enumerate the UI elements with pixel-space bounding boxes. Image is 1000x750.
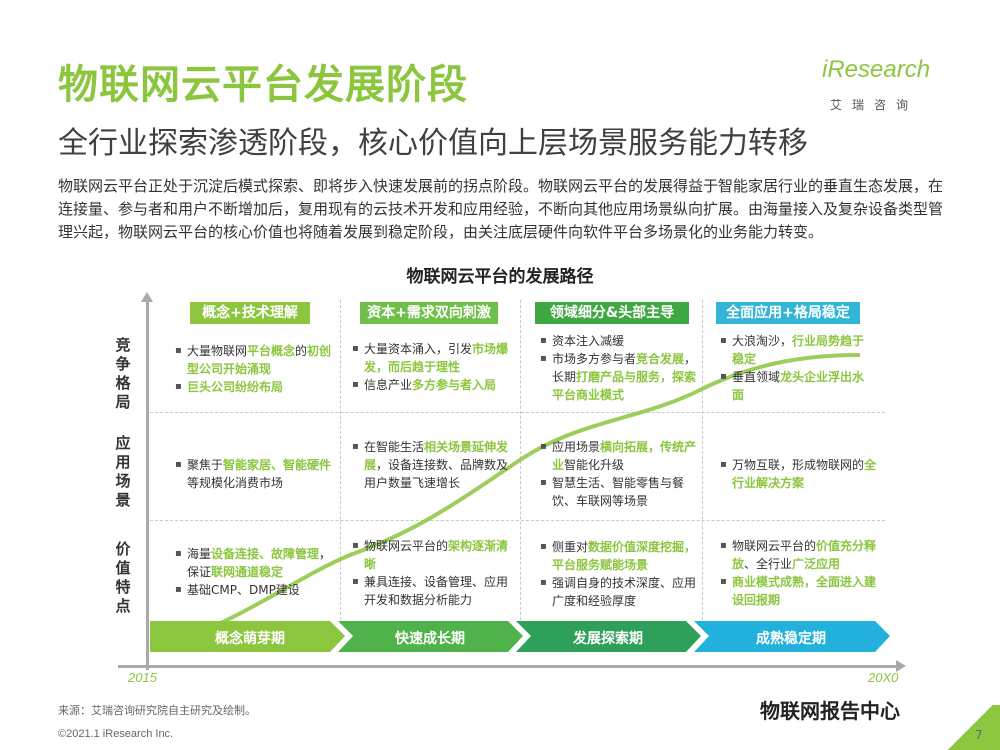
list-item: 应用场景横向拓展，传统产业智能化升级 xyxy=(540,438,700,474)
stage-header-4: 全面应用+格局稳定 xyxy=(716,302,860,324)
list-item: 大量物联网平台概念的初创型公司开始涌现 xyxy=(175,342,335,378)
grid-line xyxy=(340,300,341,620)
iresearch-logo: iResearch 艾瑞咨询 xyxy=(822,56,952,116)
list-item: 资本注入减缓 xyxy=(540,332,700,350)
row-label-scenario: 应用场景 xyxy=(115,434,131,509)
row-label-competition: 竞争格局 xyxy=(115,336,131,411)
cell-s2-scenario: 在智能生活相关场景延伸发展，设备连接数、品牌数及用户数量飞速增长 xyxy=(352,438,512,492)
cell-s2-value: 物联网云平台的架构逐渐清晰 兼具连接、设备管理、应用开发和数据分析能力 xyxy=(352,537,512,609)
list-item: 在智能生活相关场景延伸发展，设备连接数、品牌数及用户数量飞速增长 xyxy=(352,438,512,492)
x-axis xyxy=(118,665,898,668)
cell-s4-scenario: 万物互联，形成物联网的全行业解决方案 xyxy=(720,456,880,492)
y-axis-arrow xyxy=(141,292,153,302)
logo-cn-text: 艾瑞咨询 xyxy=(830,98,919,112)
chart-title: 物联网云平台的发展路径 xyxy=(406,267,594,287)
list-item: 基础CMP、DMP建设 xyxy=(175,581,335,599)
list-item: 海量设备连接、故障管理，保证联网通道稳定 xyxy=(175,545,335,581)
cell-s1-competition: 大量物联网平台概念的初创型公司开始涌现 巨头公司纷纷布局 xyxy=(175,342,335,396)
stage-header-3: 领域细分&头部主导 xyxy=(535,302,689,324)
cell-s3-scenario: 应用场景横向拓展，传统产业智能化升级 智慧生活、智能零售与餐饮、车联网等场景 xyxy=(540,438,700,510)
stage-header-1: 概念+技术理解 xyxy=(190,302,310,324)
cell-s1-value: 海量设备连接、故障管理，保证联网通道稳定 基础CMP、DMP建设 xyxy=(175,545,335,599)
cell-s2-competition: 大量资本涌入，引发市场爆发，而后趋于理性 信息产业多方参与者入局 xyxy=(352,340,512,394)
grid-line xyxy=(150,520,885,521)
list-item: 强调自身的技术深度、应用广度和经验厚度 xyxy=(540,574,700,610)
row-label-value: 价值特点 xyxy=(115,540,131,615)
cell-s3-value: 侧重对数据价值深度挖掘，平台服务赋能场景 强调自身的技术深度、应用广度和经验厚度 xyxy=(540,538,700,610)
list-item: 聚焦于智能家居、智能硬件等规模化消费市场 xyxy=(175,456,335,492)
list-item: 物联网云平台的架构逐渐清晰 xyxy=(352,537,512,573)
list-item: 万物互联，形成物联网的全行业解决方案 xyxy=(720,456,880,492)
intro-paragraph: 物联网云平台正处于沉淀后模式探索、即将步入快速发展前的拐点阶段。物联网云平台的发… xyxy=(58,177,944,241)
list-item: 兼具连接、设备管理、应用开发和数据分析能力 xyxy=(352,573,512,609)
source-note: 来源：艾瑞咨询研究院自主研究及绘制。 xyxy=(58,704,256,717)
x-axis-arrow xyxy=(896,660,906,672)
cell-s4-value: 物联网云平台的价值充分释放、全行业广泛应用 商业模式成熟，全面进入建设回报期 xyxy=(720,537,880,609)
list-item: 信息产业多方参与者入局 xyxy=(352,376,512,394)
cell-s1-scenario: 聚焦于智能家居、智能硬件等规模化消费市场 xyxy=(175,456,335,492)
list-item: 市场多方参与者竞合发展，长期打磨产品与服务，探索平台商业模式 xyxy=(540,350,700,404)
list-item: 侧重对数据价值深度挖掘，平台服务赋能场景 xyxy=(540,538,700,574)
corner-decoration xyxy=(940,705,1000,750)
list-item: 巨头公司纷纷布局 xyxy=(175,378,335,396)
page-title: 物联网云平台发展阶段 xyxy=(58,62,468,108)
phase-label-1: 概念萌芽期 xyxy=(215,631,285,647)
list-item: 垂直领域龙头企业浮出水面 xyxy=(720,368,870,404)
year-start-label: 2015 xyxy=(128,670,157,685)
wechat-watermark: 物联网报告中心 xyxy=(760,699,900,723)
list-item: 大浪淘沙，行业局势趋于稳定 xyxy=(720,332,870,368)
list-item: 智慧生活、智能零售与餐饮、车联网等场景 xyxy=(540,474,700,510)
cell-s4-competition: 大浪淘沙，行业局势趋于稳定 垂直领域龙头企业浮出水面 xyxy=(720,332,870,404)
grid-line xyxy=(702,300,703,620)
phase-label-2: 快速成长期 xyxy=(395,631,465,647)
cell-s3-competition: 资本注入减缓 市场多方参与者竞合发展，长期打磨产品与服务，探索平台商业模式 xyxy=(540,332,700,404)
list-item: 商业模式成熟，全面进入建设回报期 xyxy=(720,573,880,609)
page-subtitle: 全行业探索渗透阶段，核心价值向上层场景服务能力转移 xyxy=(58,126,808,161)
year-end-label: 20X0 xyxy=(868,670,899,685)
stage-header-2: 资本+需求双向刺激 xyxy=(360,302,498,324)
logo-wordmark: iResearch xyxy=(822,56,931,83)
list-item: 大量资本涌入，引发市场爆发，而后趋于理性 xyxy=(352,340,512,376)
y-axis xyxy=(146,300,149,670)
phase-label-3: 发展探索期 xyxy=(573,631,643,647)
page-number: 7 xyxy=(975,728,983,742)
copyright: ©2021.1 iResearch Inc. xyxy=(58,728,174,740)
grid-line xyxy=(150,412,885,413)
phase-label-4: 成熟稳定期 xyxy=(756,631,826,647)
list-item: 物联网云平台的价值充分释放、全行业广泛应用 xyxy=(720,537,880,573)
